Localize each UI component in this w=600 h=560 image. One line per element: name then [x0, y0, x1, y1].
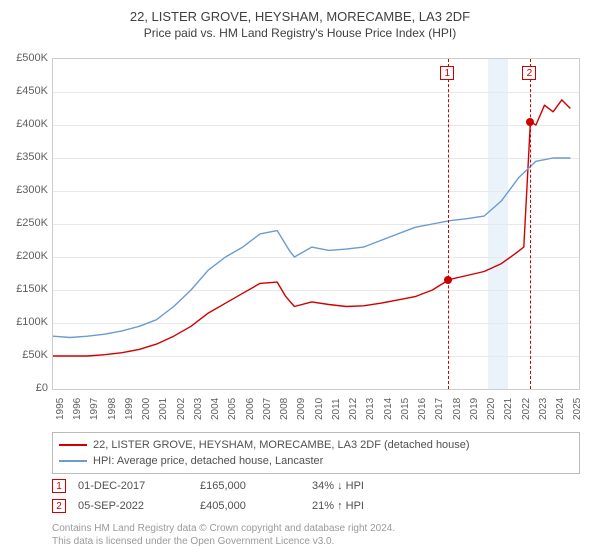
- footer-line: This data is licensed under the Open Gov…: [52, 535, 580, 548]
- x-axis-tick-label: 2018: [452, 398, 463, 420]
- legend-swatch: [59, 444, 87, 446]
- x-axis-tick-label: 2021: [503, 398, 514, 420]
- sales-date: 01-DEC-2017: [78, 480, 188, 492]
- sale-event-line: [530, 59, 531, 389]
- legend-swatch: [59, 460, 87, 462]
- x-axis-tick-label: 2005: [227, 398, 238, 420]
- sales-index-badge: 2: [52, 499, 66, 513]
- y-axis-tick-label: £350K: [4, 151, 48, 163]
- x-axis-tick-label: 2000: [141, 398, 152, 420]
- y-axis-tick-label: £0: [4, 382, 48, 394]
- sale-event-marker: 1: [440, 66, 454, 80]
- y-axis-tick-label: £250K: [4, 217, 48, 229]
- y-axis-tick-label: £500K: [4, 52, 48, 64]
- sales-hpi-delta: 34% ↓ HPI: [312, 480, 412, 492]
- sales-hpi-delta: 21% ↑ HPI: [312, 500, 412, 512]
- x-axis-tick-label: 2009: [296, 398, 307, 420]
- sales-row: 1 01-DEC-2017 £165,000 34% ↓ HPI: [52, 476, 580, 496]
- legend-item: HPI: Average price, detached house, Lanc…: [59, 453, 573, 469]
- x-axis-tick-label: 2006: [245, 398, 256, 420]
- x-axis-tick-label: 1999: [124, 398, 135, 420]
- sales-price: £405,000: [200, 500, 300, 512]
- x-axis-tick-label: 2015: [400, 398, 411, 420]
- sales-price: £165,000: [200, 480, 300, 492]
- sales-index-badge: 1: [52, 479, 66, 493]
- x-axis-tick-label: 2008: [279, 398, 290, 420]
- attribution-footer: Contains HM Land Registry data © Crown c…: [52, 522, 580, 548]
- footer-line: Contains HM Land Registry data © Crown c…: [52, 522, 580, 535]
- x-axis-tick-label: 2025: [572, 398, 583, 420]
- legend-item: 22, LISTER GROVE, HEYSHAM, MORECAMBE, LA…: [59, 437, 573, 453]
- x-axis-tick-label: 2013: [365, 398, 376, 420]
- sales-table: 1 01-DEC-2017 £165,000 34% ↓ HPI 2 05-SEP-202…: [52, 476, 580, 516]
- x-axis-tick-label: 2024: [555, 398, 566, 420]
- x-axis-tick-label: 2019: [469, 398, 480, 420]
- legend-label: HPI: Average price, detached house, Lanc…: [93, 455, 323, 467]
- series-hpi: [53, 158, 570, 338]
- plot-area: [52, 58, 580, 390]
- x-axis-tick-label: 1998: [107, 398, 118, 420]
- x-axis-tick-label: 1996: [72, 398, 83, 420]
- x-axis-tick-label: 2016: [417, 398, 428, 420]
- x-axis-tick-label: 2012: [348, 398, 359, 420]
- x-axis-tick-label: 2022: [521, 398, 532, 420]
- y-axis-tick-label: £50K: [4, 349, 48, 361]
- y-axis-tick-label: £450K: [4, 85, 48, 97]
- series-price_paid: [53, 100, 570, 356]
- x-axis-tick-label: 2010: [314, 398, 325, 420]
- y-axis-tick-label: £200K: [4, 250, 48, 262]
- sale-event-marker: 2: [522, 66, 536, 80]
- sale-event-line: [448, 59, 449, 389]
- x-axis-tick-label: 2020: [486, 398, 497, 420]
- sale-event-point: [444, 276, 452, 284]
- x-axis-tick-label: 1995: [55, 398, 66, 420]
- chart-title: 22, LISTER GROVE, HEYSHAM, MORECAMBE, LA…: [0, 0, 600, 26]
- line-series-svg: [53, 59, 579, 389]
- sales-date: 05-SEP-2022: [78, 500, 188, 512]
- sale-event-point: [526, 118, 534, 126]
- chart-subtitle: Price paid vs. HM Land Registry's House …: [0, 26, 600, 40]
- y-axis-tick-label: £400K: [4, 118, 48, 130]
- y-axis-tick-label: £150K: [4, 283, 48, 295]
- x-axis-tick-label: 2003: [193, 398, 204, 420]
- y-axis-tick-label: £300K: [4, 184, 48, 196]
- x-axis-tick-label: 2004: [210, 398, 221, 420]
- x-axis-tick-label: 2017: [434, 398, 445, 420]
- x-axis-tick-label: 1997: [89, 398, 100, 420]
- x-axis-tick-label: 2007: [262, 398, 273, 420]
- sales-row: 2 05-SEP-2022 £405,000 21% ↑ HPI: [52, 496, 580, 516]
- legend: 22, LISTER GROVE, HEYSHAM, MORECAMBE, LA…: [52, 432, 580, 474]
- chart-container: 22, LISTER GROVE, HEYSHAM, MORECAMBE, LA…: [0, 0, 600, 560]
- legend-label: 22, LISTER GROVE, HEYSHAM, MORECAMBE, LA…: [93, 439, 470, 451]
- x-axis-tick-label: 2002: [176, 398, 187, 420]
- x-axis-tick-label: 2001: [158, 398, 169, 420]
- x-axis-tick-label: 2011: [331, 398, 342, 420]
- x-axis-tick-label: 2014: [383, 398, 394, 420]
- x-axis-tick-label: 2023: [538, 398, 549, 420]
- y-axis-tick-label: £100K: [4, 316, 48, 328]
